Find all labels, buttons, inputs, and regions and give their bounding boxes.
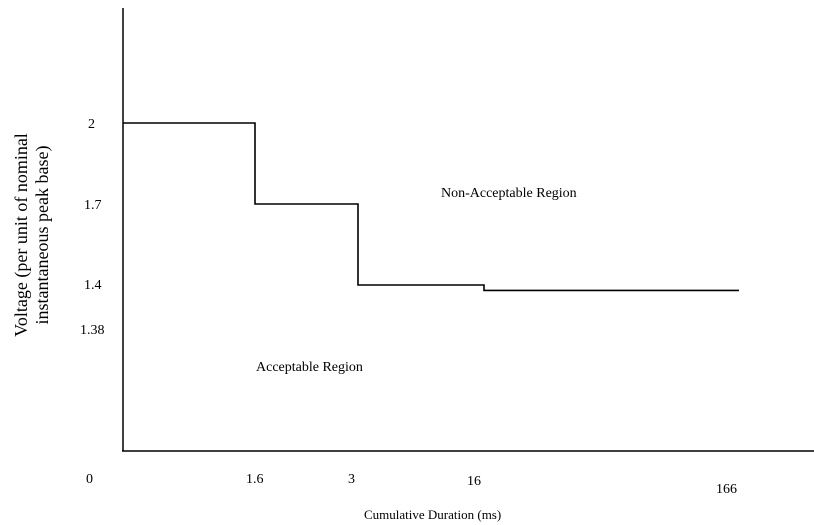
y-tick-label: 2 — [88, 117, 95, 132]
x-tick-label: 1.6 — [246, 472, 264, 487]
acceptable-region-label: Acceptable Region — [256, 360, 363, 375]
x-axis-title: Cumulative Duration (ms) — [364, 507, 501, 522]
non-acceptable-region-label: Non-Acceptable Region — [441, 186, 577, 201]
y-axis-title-line-1: Voltage (per unit of nominal — [11, 133, 32, 337]
x-tick-label: 16 — [467, 474, 481, 489]
x-tick-label: 3 — [348, 472, 355, 487]
x-tick-label: 0 — [86, 472, 93, 487]
limit-step-line — [123, 122, 739, 292]
y-tick-label: 1.4 — [84, 278, 102, 293]
y-tick-label: 1.38 — [80, 323, 105, 338]
y-axis-title: Voltage (per unit of nominal instantaneo… — [11, 133, 53, 337]
x-tick-label: 166 — [716, 482, 737, 497]
y-axis-title-line-2: instantaneous peak base) — [32, 146, 53, 325]
y-tick-label: 1.7 — [84, 198, 102, 213]
